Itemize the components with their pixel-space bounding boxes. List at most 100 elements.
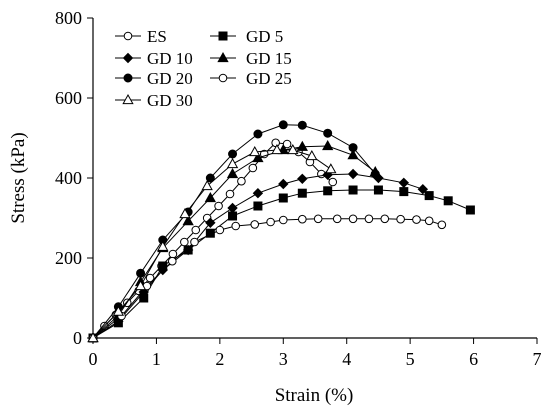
- data-point-gd-30: [271, 143, 283, 155]
- series-gd-25: [88, 214, 447, 343]
- x-tick-label: 5: [406, 349, 415, 369]
- data-point-gd-10: [182, 244, 194, 256]
- data-point-es: [225, 189, 235, 199]
- legend-marker: [217, 51, 229, 63]
- legend-item-gd-15: GD 15: [210, 49, 292, 68]
- x-tick-label: 7: [533, 349, 542, 369]
- data-point-gd-25: [313, 214, 323, 224]
- data-point-gd-25: [380, 214, 390, 224]
- legend-item-gd-30: GD 30: [115, 91, 193, 110]
- legend-item-es: ES: [115, 27, 167, 46]
- data-point-gd-5: [373, 185, 383, 195]
- legend-item-gd-25: GD 25: [210, 69, 292, 88]
- data-point-gd-5: [465, 205, 475, 215]
- data-point-es: [168, 249, 178, 259]
- data-point-gd-25: [250, 220, 260, 229]
- data-point-gd-15: [296, 140, 308, 151]
- data-point-gd-20: [297, 120, 307, 130]
- data-point-gd-10: [398, 177, 410, 189]
- data-point-gd-5: [399, 187, 409, 197]
- data-point-gd-25: [278, 215, 288, 225]
- data-point-gd-30: [226, 157, 239, 169]
- data-point-gd-10: [278, 178, 289, 190]
- data-point-gd-10: [417, 183, 429, 195]
- data-point-gd-5: [205, 228, 215, 238]
- data-point-gd-25: [396, 214, 405, 224]
- data-point-gd-20: [370, 169, 380, 179]
- data-point-gd-20: [136, 268, 146, 278]
- legend-label: GD 5: [246, 27, 283, 46]
- legend-marker: [123, 73, 133, 83]
- data-point-gd-20: [348, 143, 358, 153]
- data-point-es: [145, 273, 155, 283]
- data-point-gd-30: [249, 145, 261, 157]
- data-point-gd-25: [437, 220, 447, 230]
- legend-label: GD 25: [246, 69, 292, 88]
- data-point-gd-30: [179, 207, 191, 219]
- data-point-gd-25: [167, 256, 177, 266]
- legend-marker: [123, 31, 133, 41]
- legend-marker: [218, 73, 228, 83]
- data-point-gd-5: [253, 201, 263, 211]
- data-point-gd-5: [323, 186, 333, 196]
- data-point-gd-25: [364, 214, 374, 224]
- x-tick-label: 0: [89, 349, 98, 369]
- legend-item-gd-10: GD 10: [115, 49, 193, 68]
- x-tick-label: 1: [152, 349, 161, 369]
- data-point-es: [271, 138, 280, 148]
- data-point-gd-10: [297, 173, 308, 185]
- series-line-gd-5: [92, 189, 471, 339]
- legend-label: ES: [147, 27, 167, 46]
- data-point-gd-15: [252, 151, 264, 163]
- data-point-gd-25: [190, 237, 199, 247]
- data-point-gd-25: [298, 214, 307, 224]
- data-point-gd-20: [253, 129, 263, 139]
- data-point-es: [248, 163, 258, 173]
- x-tick-label: 6: [469, 349, 478, 369]
- data-point-gd-15: [322, 139, 334, 151]
- data-point-es: [237, 176, 246, 186]
- plot-area: [87, 120, 475, 344]
- data-point-es: [180, 237, 189, 247]
- x-axis-label: Strain (%): [275, 385, 354, 406]
- data-point-gd-5: [443, 196, 453, 206]
- data-point-gd-10: [347, 168, 359, 180]
- data-point-gd-30: [201, 179, 213, 191]
- data-point-gd-30: [112, 305, 125, 316]
- y-tick-label: 600: [55, 88, 82, 108]
- data-point-gd-25: [266, 217, 275, 227]
- legend-item-gd-20: GD 20: [115, 69, 193, 88]
- series-gd-20: [88, 120, 380, 343]
- y-axis-label: Stress (kPa): [8, 132, 29, 223]
- legend-marker: [122, 93, 134, 105]
- legend-label: GD 15: [246, 49, 292, 68]
- data-point-gd-15: [204, 191, 216, 203]
- data-point-gd-10: [252, 187, 264, 199]
- legend-marker: [122, 52, 134, 64]
- data-point-gd-30: [306, 149, 318, 161]
- data-point-gd-25: [332, 214, 342, 224]
- x-tick-label: 4: [342, 349, 351, 369]
- y-tick-label: 800: [55, 8, 82, 28]
- legend: ES GD 5 GD 10 GD 15 GD 20 GD 25 GD 30: [115, 27, 292, 110]
- data-point-gd-10: [227, 202, 238, 214]
- series-gd-10: [87, 168, 429, 344]
- axes: 0 1 2 3 4 5 6 7 0 200 400 600 800: [55, 8, 542, 369]
- data-point-gd-20: [205, 173, 215, 183]
- legend-item-gd-5: GD 5: [210, 27, 283, 46]
- data-point-gd-5: [424, 191, 434, 201]
- data-point-gd-5: [278, 193, 288, 203]
- legend-label: GD 20: [147, 69, 193, 88]
- data-point-gd-25: [215, 225, 225, 235]
- y-tick-label: 0: [73, 328, 82, 348]
- legend-label: GD 10: [147, 49, 193, 68]
- data-point-gd-25: [412, 215, 421, 224]
- data-point-gd-10: [205, 217, 216, 229]
- y-tick-label: 400: [55, 168, 82, 188]
- data-point-gd-30: [87, 331, 99, 343]
- data-point-gd-30: [134, 279, 147, 291]
- data-point-gd-20: [323, 128, 333, 138]
- x-tick-label: 2: [215, 349, 224, 369]
- data-point-gd-15: [182, 215, 194, 226]
